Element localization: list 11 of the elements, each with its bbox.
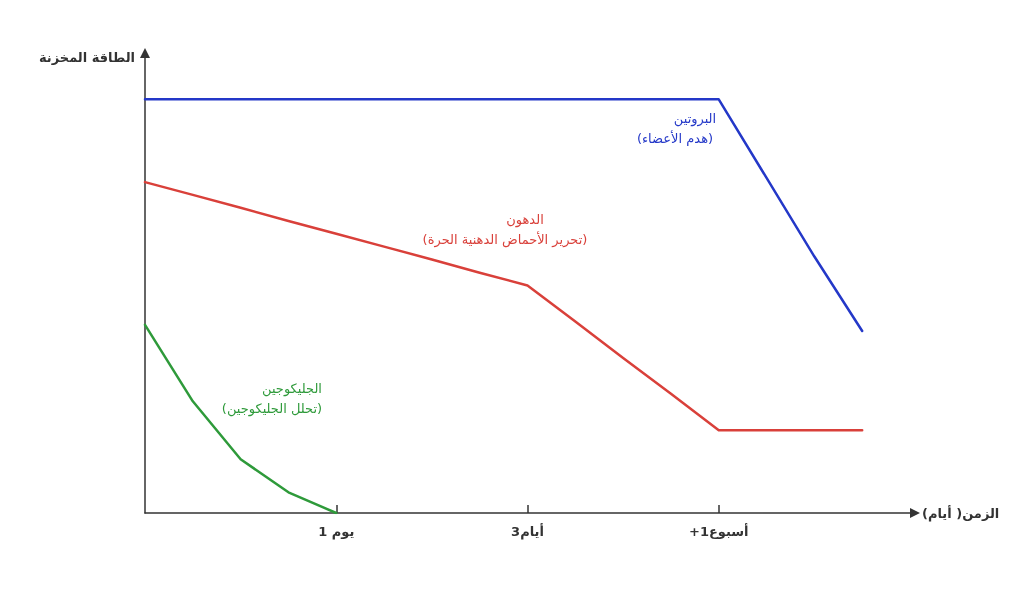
y-axis-title: الطاقة المخزنة <box>38 50 135 65</box>
series-label: البروتين <box>673 110 717 127</box>
annotation: (هدم الأعضاء) <box>636 129 714 146</box>
annotation: (تحلل الجليكوجين) <box>221 400 323 417</box>
text: الدهون <box>506 211 544 228</box>
x-tick-label: 1 يوم <box>318 524 355 540</box>
x-tick-label: 3أيام <box>511 523 544 540</box>
x-axis-title: الزمن( أيام) <box>922 504 1000 522</box>
x-tick-label: +1أسبوع <box>688 523 749 539</box>
annotation: (تحرير الأحماض الدهنية الحرة) <box>422 230 588 248</box>
text: الجليكوجين <box>262 380 322 397</box>
